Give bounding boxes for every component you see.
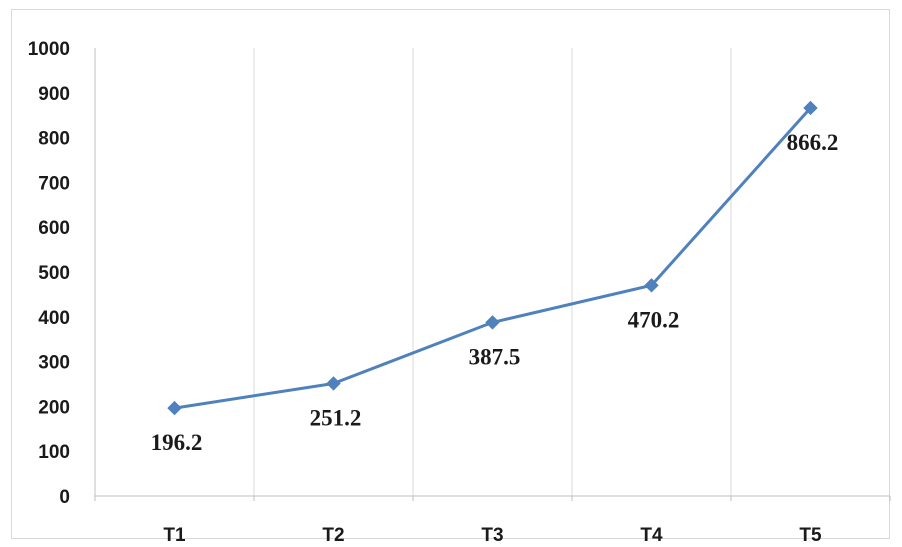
y-tick-label: 600	[38, 218, 70, 239]
data-point-marker	[485, 315, 500, 330]
data-point-marker	[167, 400, 182, 416]
x-tick-label: T1	[163, 525, 186, 546]
data-label: 251.2	[310, 405, 362, 430]
y-tick-label: 800	[38, 129, 70, 150]
x-tick-labels: T1 T2 T3 T4 T5	[163, 525, 822, 546]
axes	[94, 48, 891, 501]
x-tick-label: T5	[799, 525, 822, 546]
data-label: 866.2	[787, 130, 839, 155]
y-tick-label: 300	[38, 353, 70, 374]
y-tick-label: 400	[38, 308, 70, 329]
series-group	[167, 100, 818, 416]
data-point-marker	[326, 376, 341, 391]
y-tick-labels: 0 100 200 300 400 500 600 700 800 900 1000	[28, 39, 70, 508]
chart-frame	[11, 9, 890, 539]
data-point-marker	[803, 100, 818, 116]
data-point-marker	[644, 278, 659, 293]
gridlines	[253, 48, 732, 496]
y-tick-label: 700	[38, 173, 70, 194]
y-tick-label: 1000	[28, 39, 70, 60]
y-tick-label: 0	[59, 487, 70, 508]
data-label: 387.5	[469, 344, 521, 369]
data-label: 196.2	[151, 430, 203, 455]
y-tick-label: 100	[38, 442, 70, 463]
x-tick-label: T2	[322, 525, 344, 546]
x-tick-label: T3	[481, 525, 503, 546]
x-tick-label: T4	[640, 525, 663, 546]
y-tick-label: 500	[38, 263, 70, 284]
data-label: 470.2	[628, 307, 680, 332]
data-labels: 196.2 251.2 387.5 470.2 866.2	[151, 130, 839, 455]
y-tick-label: 200	[38, 397, 70, 418]
y-tick-label: 900	[38, 84, 70, 105]
